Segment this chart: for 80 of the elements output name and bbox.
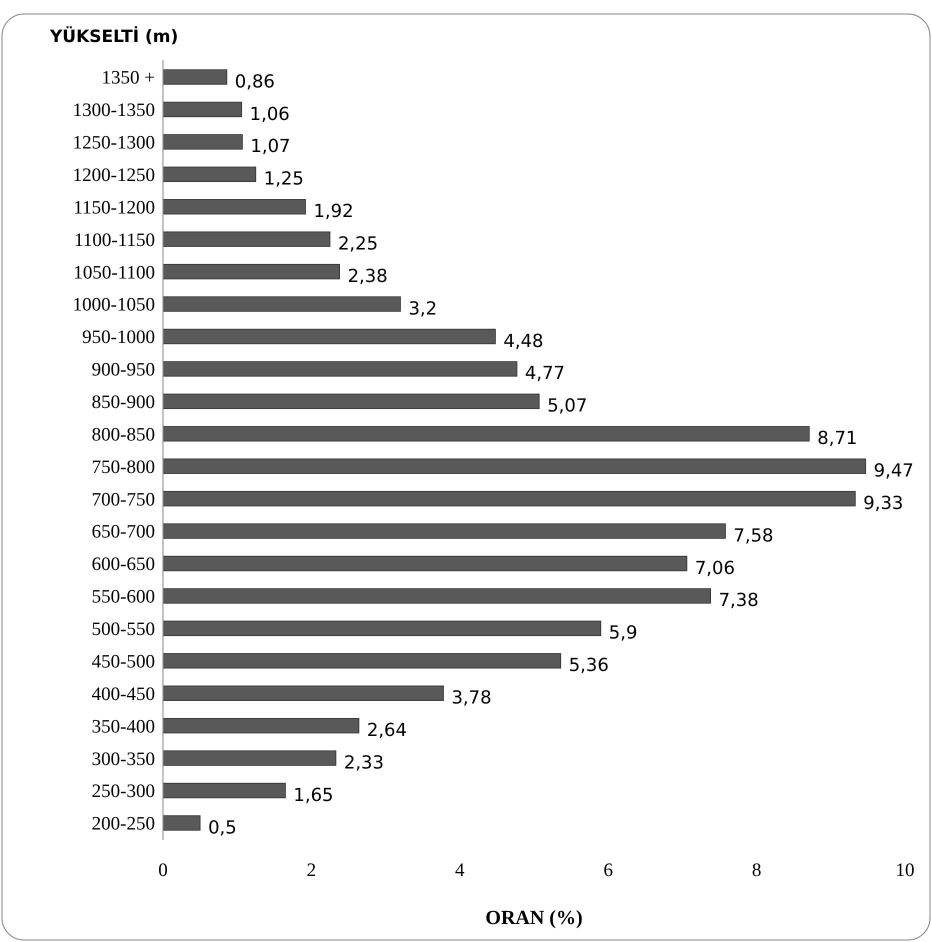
y-tick-label: 850-900 xyxy=(92,392,155,413)
data-label: 3,2 xyxy=(408,298,438,320)
data-label: 1,65 xyxy=(293,784,334,806)
bar xyxy=(162,69,228,85)
bar xyxy=(162,296,401,312)
bar xyxy=(162,490,856,506)
x-tick-label: 0 xyxy=(158,860,168,881)
bar xyxy=(162,653,562,669)
y-tick-label: 350-400 xyxy=(92,716,155,738)
y-tick-label: 1350 + xyxy=(102,68,155,89)
data-label: 8,71 xyxy=(817,428,858,450)
y-tick-label: 200-250 xyxy=(92,814,155,835)
y-tick-label: 400-450 xyxy=(92,684,155,705)
bar xyxy=(162,588,711,604)
y-tick-label: 650-700 xyxy=(92,522,155,543)
bar xyxy=(162,426,810,442)
bar xyxy=(162,750,336,766)
y-tick-label: 600-650 xyxy=(92,554,155,576)
data-label: 2,33 xyxy=(344,752,384,774)
data-label: 1,25 xyxy=(264,168,304,190)
bar xyxy=(162,523,726,539)
y-tick-label: 550-600 xyxy=(92,586,155,608)
bar xyxy=(162,134,243,150)
x-axis-title: ORAN (%) xyxy=(485,907,583,929)
y-tick-label: 300-350 xyxy=(92,748,155,770)
y-tick-label: 950-1000 xyxy=(82,327,155,348)
y-tick-label: 1250-1300 xyxy=(72,132,155,154)
data-label: 1,07 xyxy=(250,136,290,158)
y-tick-label: 1150-1200 xyxy=(73,197,155,218)
y-tick-label: 1200-1250 xyxy=(72,164,155,186)
data-label: 0,86 xyxy=(234,71,275,92)
data-label: 4,48 xyxy=(503,330,544,352)
data-label: 7,58 xyxy=(733,525,774,546)
bar xyxy=(162,782,286,798)
data-label: 7,06 xyxy=(694,558,735,579)
data-label: 9,33 xyxy=(863,492,904,514)
y-tick-label: 1050-1100 xyxy=(73,262,155,284)
data-label: 2,38 xyxy=(348,266,388,287)
data-label: 5,07 xyxy=(547,396,588,417)
bar xyxy=(162,620,602,636)
y-tick-label: 500-550 xyxy=(92,619,155,640)
bar xyxy=(162,199,306,214)
data-label: 1,92 xyxy=(313,201,354,222)
bar xyxy=(162,686,444,701)
bar xyxy=(162,328,496,344)
data-label: 4,77 xyxy=(524,363,566,384)
y-tick-label: 1000-1050 xyxy=(72,294,155,316)
data-label: 3,78 xyxy=(451,688,492,709)
y-tick-label: 250-300 xyxy=(92,781,155,802)
x-tick-label: 8 xyxy=(752,860,762,881)
x-tick-label: 10 xyxy=(896,860,914,881)
y-tick-label: 800-850 xyxy=(92,424,155,446)
y-tick-label: 1100-1150 xyxy=(74,230,155,251)
bar xyxy=(162,231,330,247)
bar xyxy=(162,556,688,572)
bar xyxy=(162,458,866,474)
bar xyxy=(162,264,340,280)
y-tick-label: 450-500 xyxy=(92,651,155,672)
data-label: 0,5 xyxy=(208,817,237,838)
data-label: 5,9 xyxy=(608,622,638,644)
bar xyxy=(162,815,200,831)
x-tick-label: 6 xyxy=(603,860,613,881)
y-tick-label: 750-800 xyxy=(92,456,155,478)
y-tick-label: 900-950 xyxy=(92,360,155,381)
bar xyxy=(162,718,360,734)
y-tick-label: 1300-1350 xyxy=(72,100,155,122)
bar xyxy=(162,102,242,118)
data-label: 7,38 xyxy=(718,590,759,612)
x-tick-label: 2 xyxy=(306,860,316,881)
x-tick-label: 4 xyxy=(455,860,466,881)
bar xyxy=(162,394,540,410)
y-axis-title: YÜKSELTİ (m) xyxy=(49,26,178,47)
data-label: 5,36 xyxy=(568,655,609,676)
data-label: 2,64 xyxy=(366,720,407,741)
data-label: 2,25 xyxy=(338,233,378,254)
bar xyxy=(162,166,256,182)
bar xyxy=(162,361,518,377)
data-label: 1,06 xyxy=(250,104,290,125)
y-tick-label: 700-750 xyxy=(92,489,155,510)
data-label: 9,47 xyxy=(874,460,914,482)
